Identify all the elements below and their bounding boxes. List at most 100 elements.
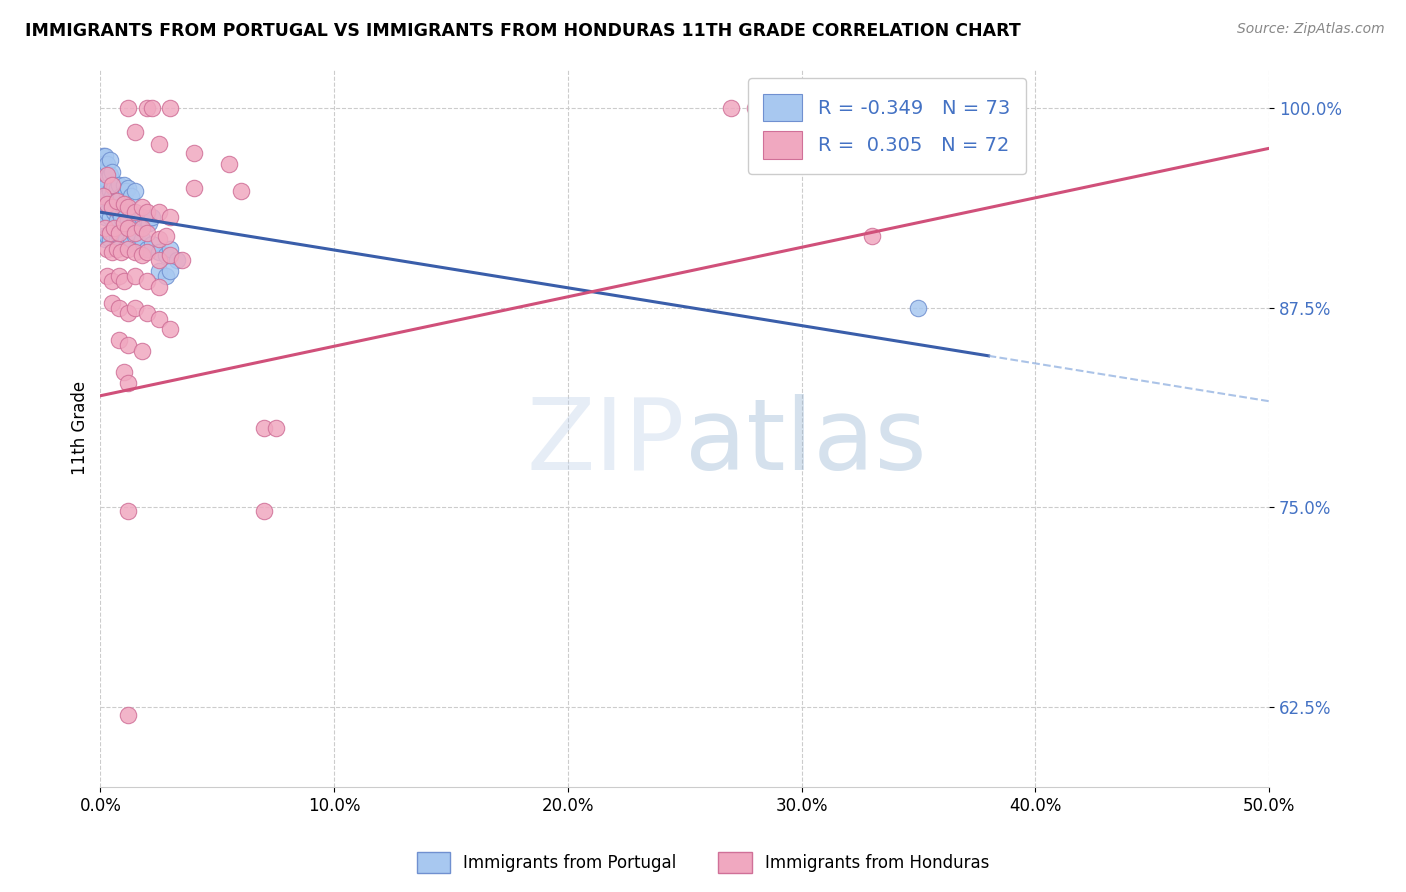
- Point: [101, 189, 124, 203]
- Point: [124, 205, 146, 219]
- Point: [124, 268, 146, 283]
- Point: [744, 102, 766, 116]
- Point: [117, 504, 139, 518]
- Point: [101, 201, 124, 215]
- Point: [94, 149, 117, 163]
- Point: [94, 173, 117, 187]
- Point: [155, 229, 177, 244]
- Point: [131, 232, 153, 246]
- Point: [720, 102, 742, 116]
- Point: [117, 242, 139, 256]
- Point: [136, 213, 159, 227]
- Point: [112, 229, 135, 244]
- Point: [101, 178, 124, 192]
- Point: [159, 264, 181, 278]
- Point: [103, 229, 125, 244]
- Point: [110, 245, 132, 260]
- Point: [148, 253, 170, 268]
- Point: [94, 189, 117, 203]
- Point: [98, 226, 121, 240]
- Point: [101, 274, 124, 288]
- Point: [136, 226, 159, 240]
- Point: [101, 245, 124, 260]
- Point: [183, 146, 205, 161]
- Point: [141, 210, 163, 224]
- Point: [115, 185, 138, 199]
- Point: [131, 210, 153, 224]
- Point: [98, 185, 121, 199]
- Point: [96, 229, 118, 244]
- Point: [124, 185, 146, 199]
- Legend: R = -0.349   N = 73, R =  0.305   N = 72: R = -0.349 N = 73, R = 0.305 N = 72: [748, 78, 1025, 174]
- Point: [115, 232, 138, 246]
- Point: [148, 136, 170, 151]
- Point: [159, 210, 181, 224]
- Point: [136, 306, 159, 320]
- Point: [117, 708, 139, 723]
- Point: [105, 232, 128, 246]
- Point: [110, 210, 132, 224]
- Point: [124, 210, 146, 224]
- Point: [141, 102, 163, 116]
- Point: [105, 213, 128, 227]
- Point: [98, 169, 121, 183]
- Text: atlas: atlas: [685, 393, 927, 491]
- Point: [115, 205, 138, 219]
- Point: [101, 201, 124, 215]
- Point: [108, 178, 131, 192]
- Text: IMMIGRANTS FROM PORTUGAL VS IMMIGRANTS FROM HONDURAS 11TH GRADE CORRELATION CHAR: IMMIGRANTS FROM PORTUGAL VS IMMIGRANTS F…: [25, 22, 1021, 40]
- Point: [94, 210, 117, 224]
- Point: [117, 376, 139, 390]
- Point: [96, 173, 118, 187]
- Point: [141, 237, 163, 252]
- Point: [159, 248, 181, 262]
- Point: [138, 216, 160, 230]
- Point: [108, 229, 131, 244]
- Point: [112, 365, 135, 379]
- Point: [155, 268, 177, 283]
- Text: Source: ZipAtlas.com: Source: ZipAtlas.com: [1237, 22, 1385, 37]
- Point: [253, 420, 276, 434]
- Point: [148, 232, 170, 246]
- Point: [108, 333, 131, 347]
- Point: [117, 337, 139, 351]
- Point: [91, 157, 114, 171]
- Point: [117, 213, 139, 227]
- Point: [96, 157, 118, 171]
- Point: [91, 149, 114, 163]
- Point: [148, 245, 170, 260]
- Point: [148, 312, 170, 326]
- Point: [117, 237, 139, 252]
- Point: [110, 237, 132, 252]
- Point: [108, 301, 131, 315]
- Point: [159, 102, 181, 116]
- Point: [253, 504, 276, 518]
- Point: [120, 232, 142, 246]
- Point: [96, 242, 118, 256]
- Point: [98, 153, 121, 167]
- Point: [105, 242, 128, 256]
- Point: [108, 205, 131, 219]
- Point: [103, 181, 125, 195]
- Point: [96, 189, 118, 203]
- Point: [117, 306, 139, 320]
- Point: [117, 181, 139, 195]
- Point: [131, 201, 153, 215]
- Point: [129, 216, 152, 230]
- Point: [112, 178, 135, 192]
- Point: [124, 125, 146, 139]
- Point: [136, 102, 159, 116]
- Point: [172, 253, 194, 268]
- Point: [159, 242, 181, 256]
- Point: [103, 221, 125, 235]
- Point: [183, 181, 205, 195]
- Point: [136, 274, 159, 288]
- Point: [108, 226, 131, 240]
- Point: [218, 157, 240, 171]
- Point: [117, 201, 139, 215]
- Point: [155, 248, 177, 262]
- Point: [96, 268, 118, 283]
- Point: [96, 205, 118, 219]
- Point: [103, 205, 125, 219]
- Point: [98, 210, 121, 224]
